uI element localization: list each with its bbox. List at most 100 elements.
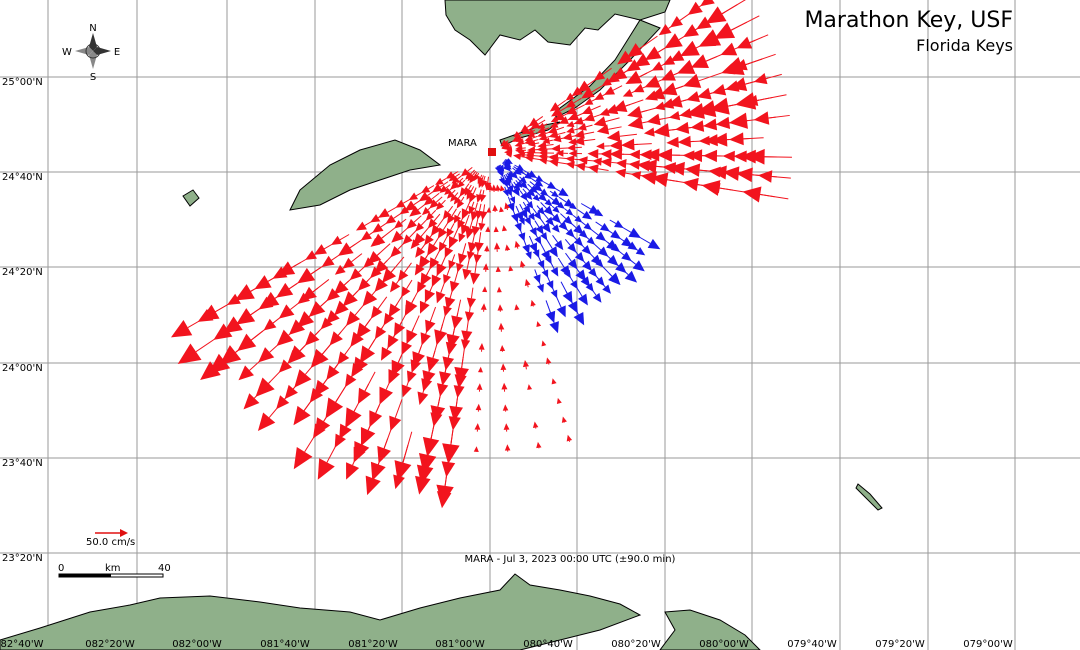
vector-shaft: [586, 249, 595, 259]
vector-shaft: [466, 258, 470, 270]
vector-head: [595, 259, 604, 268]
vector-head: [670, 16, 683, 28]
vector-shaft: [446, 267, 451, 276]
vector-head: [409, 205, 422, 217]
vector-shaft: [570, 300, 579, 315]
vector-head: [532, 421, 539, 429]
vector-shaft: [765, 73, 782, 80]
vector-shaft: [393, 212, 402, 219]
vector-shaft: [571, 261, 580, 273]
vector-shaft: [429, 276, 437, 292]
vector-head: [703, 118, 718, 131]
vector-head: [540, 232, 548, 241]
vector-shaft: [584, 235, 590, 240]
vector-head: [600, 157, 612, 168]
vector-head: [532, 249, 540, 258]
vector-head: [213, 323, 233, 340]
vector-shaft: [344, 341, 355, 355]
vector-head: [390, 280, 401, 293]
vector-shaft: [721, 0, 746, 15]
vector-shaft: [622, 239, 631, 246]
vector-shaft: [608, 126, 622, 130]
vector-shaft: [483, 204, 486, 212]
vector-shaft: [573, 98, 582, 104]
vector-head: [430, 412, 443, 427]
vector-shaft: [394, 398, 403, 418]
vector-shaft: [550, 262, 555, 270]
vector-head: [757, 170, 773, 183]
vector-head: [541, 222, 551, 233]
vector-shaft: [422, 377, 428, 394]
vector-shaft: [619, 225, 632, 233]
vector-shaft: [301, 398, 314, 414]
vector-shaft: [520, 215, 523, 219]
vector-shaft: [288, 318, 308, 336]
vector-head: [223, 316, 243, 334]
vector-head: [565, 92, 575, 101]
vector-head: [420, 272, 432, 287]
compass: N S W E: [62, 23, 120, 83]
vector-shaft: [472, 187, 477, 195]
vector-shaft: [460, 196, 465, 202]
vector-shaft: [551, 205, 555, 209]
vector-shaft: [354, 299, 369, 316]
vector-shaft: [409, 230, 417, 238]
vector-head: [611, 67, 628, 81]
vector-shaft: [454, 192, 459, 197]
vector-shaft: [590, 105, 601, 111]
vector-head: [514, 140, 523, 148]
compass-e: E: [114, 47, 120, 58]
vector-head: [661, 98, 675, 109]
vector-shaft: [560, 213, 567, 219]
vector-head: [600, 149, 612, 160]
vector-shaft: [527, 285, 529, 288]
vector-shaft: [519, 134, 522, 136]
vector-head: [439, 185, 449, 194]
vector-shaft: [511, 207, 516, 215]
vector-head: [632, 260, 645, 272]
vector-head: [577, 123, 587, 131]
vector-shaft: [353, 383, 369, 412]
vector-head: [442, 209, 452, 220]
vector-shaft: [268, 360, 291, 384]
vector-shaft: [453, 225, 460, 239]
vector-shaft: [321, 342, 333, 356]
vector-head: [459, 187, 469, 197]
vector-shaft: [434, 248, 442, 260]
vector-shaft: [499, 164, 502, 167]
vector-shaft: [372, 451, 384, 479]
vector-head: [503, 163, 511, 172]
vector-head: [680, 40, 700, 57]
vector-head: [448, 260, 456, 270]
vector-head: [293, 409, 307, 425]
vector-shaft: [393, 322, 402, 338]
vector-head: [653, 123, 670, 138]
vector-head: [594, 208, 604, 217]
vector-head: [415, 475, 431, 495]
vector-shaft: [578, 241, 585, 249]
vector-shaft: [347, 243, 356, 250]
vector-head: [424, 289, 436, 303]
vector-shaft: [441, 178, 447, 182]
vector-shaft: [511, 183, 516, 190]
vector-shaft: [504, 186, 507, 191]
vector-shaft: [324, 241, 338, 250]
vector-head: [633, 83, 645, 93]
compass-needle: [89, 51, 97, 69]
vector-head: [690, 120, 705, 132]
longitude-label: 080°40'W: [523, 639, 573, 650]
vector-shaft: [527, 183, 533, 189]
vector-shaft: [468, 184, 472, 190]
vector-shaft: [451, 254, 456, 262]
vector-shaft: [528, 211, 532, 215]
vector-head: [551, 378, 557, 385]
vector-shaft: [400, 218, 407, 224]
vector-head: [696, 16, 712, 30]
vector-shaft: [399, 224, 412, 236]
vector-head: [257, 412, 276, 431]
vector-head: [577, 293, 588, 306]
marquesas: [182, 189, 200, 207]
vector-shaft: [411, 359, 417, 373]
vector-shaft: [519, 190, 524, 195]
vector-shaft: [512, 167, 517, 171]
